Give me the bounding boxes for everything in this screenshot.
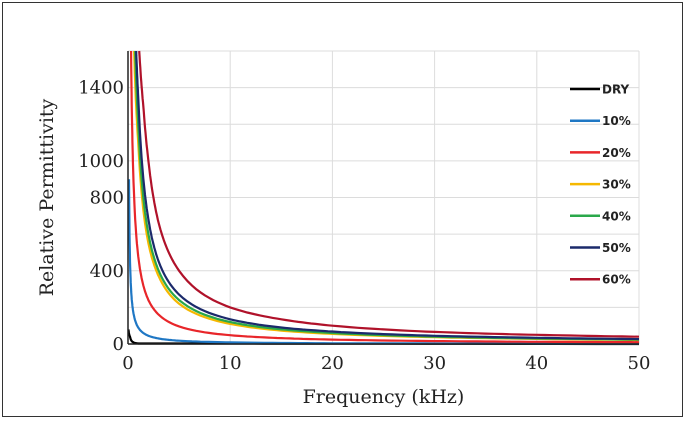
legend-label: 30% [602, 178, 631, 192]
legend-label: 10% [602, 114, 631, 128]
x-tick-label: 40 [525, 353, 548, 374]
x-tick-label: 0 [122, 353, 133, 374]
legend-label: 50% [602, 241, 631, 255]
y-tick-label: 800 [90, 188, 124, 209]
x-axis-label: Frequency (kHz) [303, 386, 465, 408]
series-line-40pct [134, 50, 640, 341]
series-line-30pct [133, 50, 640, 342]
y-axis-label: Relative Permittivity [36, 98, 58, 296]
y-tick-label: 400 [90, 261, 124, 282]
y-tick-label: 1400 [78, 78, 124, 99]
series-line-20pct [130, 50, 640, 344]
permittivity-chart: 0 10 20 30 40 50 0 400 800 1000 1400 Frequency (k… [36, 50, 650, 408]
axes [127, 51, 639, 345]
series-line-60pct [138, 50, 640, 338]
series-line-10pct [127, 179, 639, 345]
x-tick-label: 50 [628, 353, 651, 374]
legend-label: 60% [602, 273, 631, 287]
legend-label: DRY [602, 83, 630, 97]
legend: DRY 10% 20% 30% 40% 50% 60% [570, 83, 631, 287]
x-tick-label: 30 [423, 353, 446, 374]
y-tick-label: 1000 [78, 151, 124, 172]
legend-label: 40% [602, 209, 631, 223]
x-tick-label: 20 [321, 353, 344, 374]
y-tick-labels: 0 400 800 1000 1400 [78, 78, 124, 355]
series-line-50pct [135, 50, 640, 341]
legend-label: 20% [602, 146, 631, 160]
y-tick-label: 0 [113, 334, 124, 355]
x-tick-labels: 0 10 20 30 40 50 [122, 353, 650, 374]
chart-frame: 0 10 20 30 40 50 0 400 800 1000 1400 Frequency (k… [2, 2, 683, 417]
x-tick-label: 10 [219, 353, 242, 374]
grid-lines [128, 50, 640, 344]
